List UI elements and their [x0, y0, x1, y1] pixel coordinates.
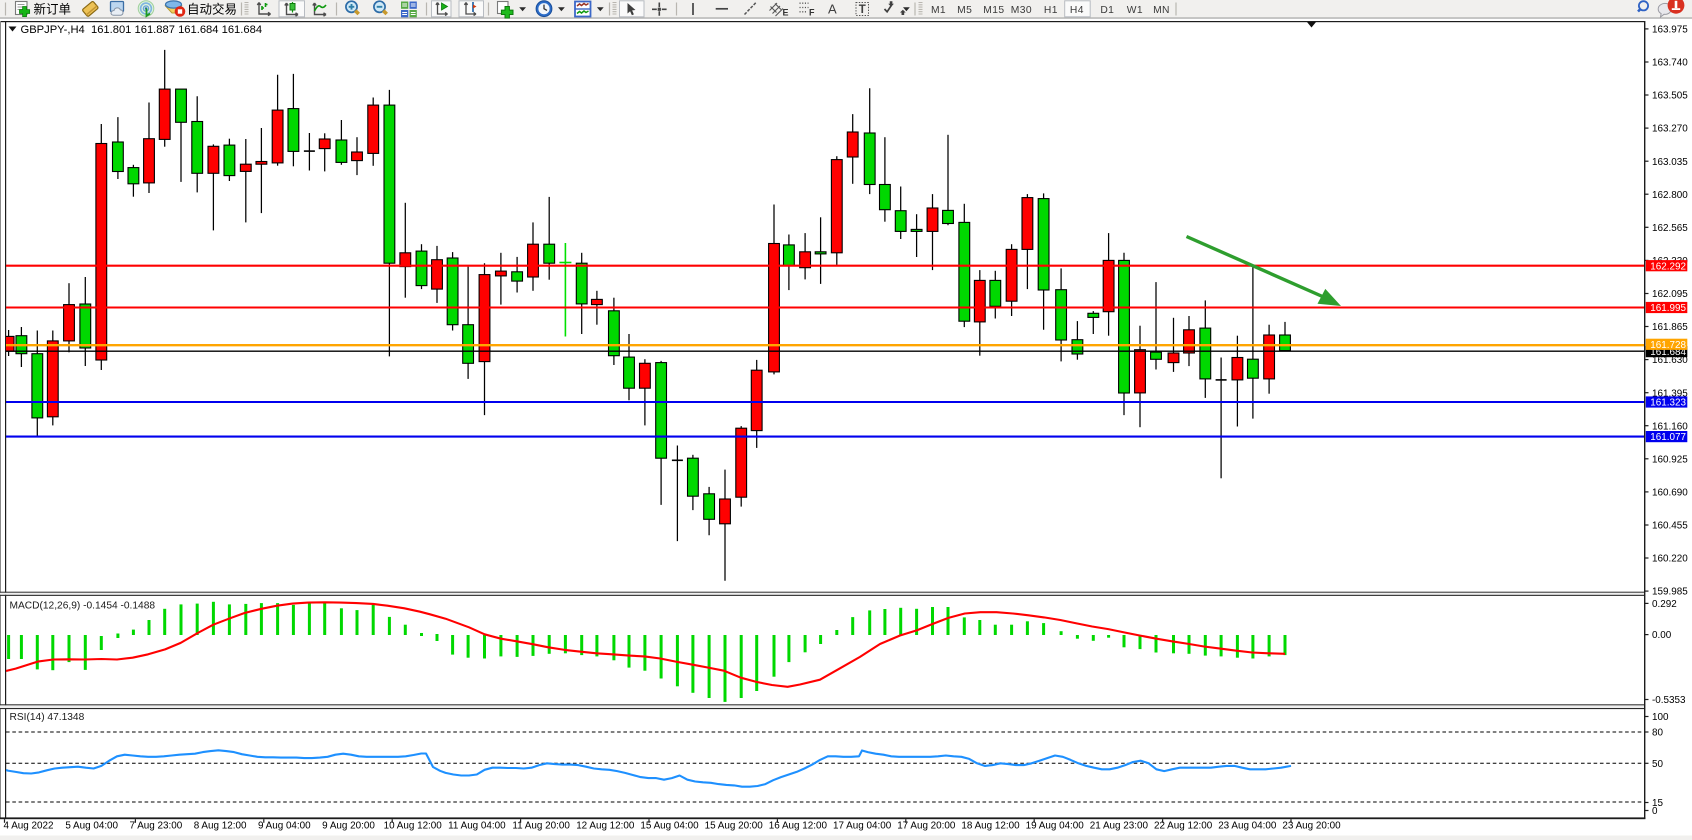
svg-text:7 Aug 23:00: 7 Aug 23:00 — [130, 820, 183, 831]
svg-text:15 Aug 20:00: 15 Aug 20:00 — [705, 820, 764, 831]
svg-text:M15: M15 — [983, 5, 1004, 16]
svg-text:23 Aug 04:00: 23 Aug 04:00 — [1218, 820, 1277, 831]
svg-text:163.740: 163.740 — [1652, 58, 1688, 69]
svg-text:160.690: 160.690 — [1652, 488, 1688, 499]
svg-text:160.220: 160.220 — [1652, 554, 1688, 565]
svg-text:16 Aug 12:00: 16 Aug 12:00 — [769, 820, 828, 831]
svg-text:MN: MN — [1153, 5, 1170, 16]
svg-text:11 Aug 04:00: 11 Aug 04:00 — [448, 820, 506, 831]
svg-text:100: 100 — [1652, 712, 1669, 723]
svg-text:M30: M30 — [1011, 5, 1032, 16]
svg-text:T: T — [859, 4, 866, 16]
svg-text:161.865: 161.865 — [1652, 322, 1688, 333]
svg-text:9 Aug 04:00: 9 Aug 04:00 — [258, 820, 311, 831]
svg-text:161.160: 161.160 — [1652, 421, 1688, 432]
svg-text:161.995: 161.995 — [1650, 303, 1686, 314]
svg-text:M1: M1 — [931, 5, 946, 16]
svg-text:M5: M5 — [957, 5, 972, 16]
svg-text:159.985: 159.985 — [1652, 587, 1688, 598]
svg-text:MACD(12,26,9) -0.1454 -0.1488: MACD(12,26,9) -0.1454 -0.1488 — [10, 601, 156, 612]
svg-text:新订单: 新订单 — [34, 2, 72, 17]
svg-text:162.095: 162.095 — [1652, 289, 1688, 300]
svg-text:162.292: 162.292 — [1650, 261, 1686, 272]
svg-text:0: 0 — [1652, 806, 1658, 817]
svg-text:H4: H4 — [1070, 5, 1084, 16]
svg-text:0.292: 0.292 — [1652, 599, 1677, 610]
svg-text:163.270: 163.270 — [1652, 124, 1688, 135]
svg-text:50: 50 — [1652, 759, 1663, 770]
svg-text:8 Aug 12:00: 8 Aug 12:00 — [194, 820, 247, 831]
svg-text:23 Aug 20:00: 23 Aug 20:00 — [1282, 820, 1341, 831]
svg-text:10 Aug 12:00: 10 Aug 12:00 — [384, 820, 443, 831]
svg-text:W1: W1 — [1127, 5, 1143, 16]
svg-text:5 Aug 04:00: 5 Aug 04:00 — [65, 820, 118, 831]
svg-text:自动交易: 自动交易 — [187, 2, 237, 17]
svg-text:163.505: 163.505 — [1652, 91, 1688, 102]
svg-text:17 Aug 20:00: 17 Aug 20:00 — [897, 820, 956, 831]
svg-text:12 Aug 12:00: 12 Aug 12:00 — [576, 820, 635, 831]
svg-text:161.395: 161.395 — [1652, 388, 1688, 399]
svg-text:15 Aug 04:00: 15 Aug 04:00 — [640, 820, 699, 831]
svg-text:18 Aug 12:00: 18 Aug 12:00 — [961, 820, 1020, 831]
svg-text:80: 80 — [1652, 728, 1663, 739]
svg-text:162.565: 162.565 — [1652, 223, 1688, 234]
svg-text:21 Aug 23:00: 21 Aug 23:00 — [1090, 820, 1149, 831]
svg-text:-0.5353: -0.5353 — [1652, 695, 1686, 706]
svg-text:161.630: 161.630 — [1652, 355, 1688, 366]
svg-text:161.728: 161.728 — [1650, 340, 1686, 351]
svg-text:0.00: 0.00 — [1652, 630, 1672, 641]
svg-text:161.684: 161.684 — [1650, 347, 1686, 358]
svg-text:160.925: 160.925 — [1652, 454, 1688, 465]
svg-text:163.975: 163.975 — [1652, 25, 1688, 36]
svg-text:H1: H1 — [1044, 5, 1058, 16]
svg-text:22 Aug 12:00: 22 Aug 12:00 — [1154, 820, 1213, 831]
svg-text:4 Aug 2022: 4 Aug 2022 — [4, 820, 54, 831]
svg-text:RSI(14) 47.1348: RSI(14) 47.1348 — [10, 712, 85, 723]
svg-text:GBPJPY-,H4 161.801 161.887 16: GBPJPY-,H4 161.801 161.887 161.684 161.6… — [21, 24, 263, 36]
svg-text:E: E — [783, 8, 789, 18]
svg-text:161.323: 161.323 — [1650, 398, 1686, 409]
svg-text:11 Aug 20:00: 11 Aug 20:00 — [512, 820, 570, 831]
svg-text:D1: D1 — [1100, 5, 1114, 16]
svg-text:17 Aug 04:00: 17 Aug 04:00 — [833, 820, 892, 831]
svg-text:A: A — [828, 2, 837, 17]
svg-text:19 Aug 04:00: 19 Aug 04:00 — [1026, 820, 1085, 831]
svg-text:163.035: 163.035 — [1652, 157, 1688, 168]
svg-text:F: F — [809, 8, 815, 18]
svg-text:162.800: 162.800 — [1652, 190, 1688, 201]
svg-text:9 Aug 20:00: 9 Aug 20:00 — [322, 820, 375, 831]
svg-text:161.077: 161.077 — [1650, 432, 1686, 443]
svg-text:160.455: 160.455 — [1652, 521, 1688, 532]
svg-text:15: 15 — [1652, 798, 1663, 809]
